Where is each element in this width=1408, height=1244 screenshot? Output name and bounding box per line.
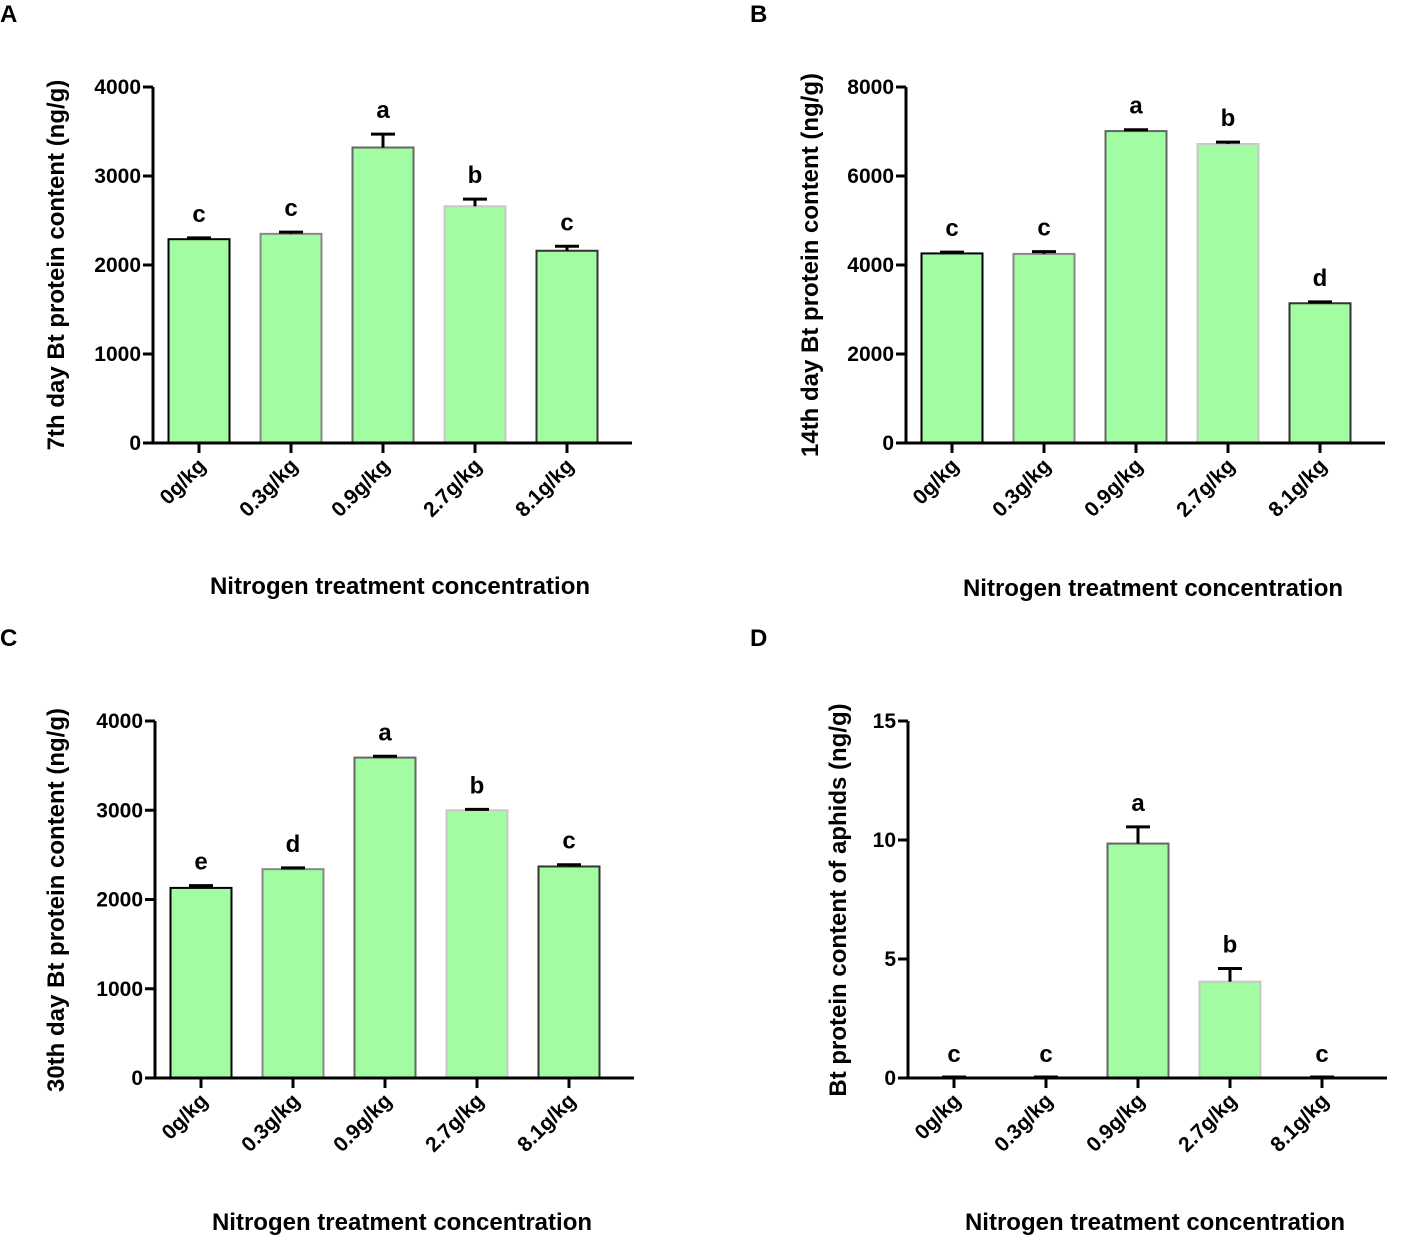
panel-letter: D — [750, 625, 767, 652]
panel-a: A 7th day Bt protein content (ng/g) Nitr… — [0, 1, 632, 600]
y-tick-label: 3000 — [94, 165, 141, 188]
x-tick-label: 0.9g/kg — [1082, 1089, 1149, 1156]
significance-label: d — [1313, 265, 1328, 292]
panel-letter: C — [0, 625, 17, 652]
x-tick-label: 8.1g/kg — [1266, 1089, 1333, 1156]
y-tick-label: 1000 — [94, 343, 141, 366]
x-tick-label: 0.3g/kg — [237, 1089, 304, 1156]
y-tick-label: 3000 — [96, 799, 143, 822]
x-tick-label: 2.7g/kg — [421, 1089, 488, 1156]
bar — [1198, 980, 1262, 1079]
bar — [1012, 252, 1076, 444]
bar — [351, 146, 415, 445]
y-axis-title: 30th day Bt protein content (ng/g) — [43, 708, 70, 1092]
significance-label: c — [192, 201, 205, 228]
y-tick-label: 10 — [873, 829, 896, 852]
x-tick-label: 0.9g/kg — [329, 1089, 396, 1156]
y-tick-label: 4000 — [96, 710, 143, 733]
y-axis-title: 14th day Bt protein content (ng/g) — [797, 73, 824, 457]
y-axis-title: Bt protein content of aphids (ng/g) — [825, 703, 852, 1096]
significance-label: e — [194, 849, 207, 876]
significance-label: c — [1037, 215, 1050, 242]
y-tick-label: 6000 — [847, 165, 894, 188]
bar — [169, 886, 233, 1080]
x-tick-label: 0.9g/kg — [1080, 454, 1147, 521]
y-tick-label: 1000 — [96, 978, 143, 1001]
significance-label: b — [1223, 932, 1238, 959]
y-tick-label: 4000 — [847, 254, 894, 277]
y-axis-title: 7th day Bt protein content (ng/g) — [43, 80, 70, 451]
significance-label: c — [947, 1041, 960, 1068]
significance-label: a — [1129, 93, 1143, 120]
significance-label: c — [560, 209, 573, 236]
significance-label: c — [562, 828, 575, 855]
y-tick-label: 4000 — [94, 76, 141, 99]
y-tick-label: 5 — [884, 948, 896, 971]
x-tick-label: 2.7g/kg — [1172, 454, 1239, 521]
y-tick-label: 2000 — [96, 889, 143, 912]
bar — [261, 868, 325, 1080]
x-axis-title: Nitrogen treatment concentration — [963, 575, 1343, 602]
y-tick-label: 0 — [882, 432, 894, 455]
bar — [535, 249, 599, 444]
x-tick-label: 8.1g/kg — [511, 454, 578, 521]
significance-label: c — [1315, 1041, 1328, 1068]
bar — [1106, 842, 1170, 1079]
x-tick-label: 0g/kg — [908, 454, 963, 509]
x-tick-label: 0.3g/kg — [988, 454, 1055, 521]
x-axis-title: Nitrogen treatment concentration — [210, 573, 590, 600]
x-axis-title: Nitrogen treatment concentration — [212, 1209, 592, 1236]
x-tick-label: 0g/kg — [157, 1089, 212, 1144]
significance-label: c — [284, 195, 297, 222]
x-tick-label: 0.3g/kg — [990, 1089, 1057, 1156]
significance-label: a — [378, 719, 392, 746]
significance-label: a — [1131, 790, 1145, 817]
x-tick-label: 0g/kg — [155, 454, 210, 509]
y-tick-label: 0 — [129, 432, 141, 455]
panel-d: D Bt protein content of aphids (ng/g) Ni… — [750, 625, 1387, 1236]
significance-label: a — [376, 97, 390, 124]
x-axis-title: Nitrogen treatment concentration — [965, 1209, 1345, 1236]
y-tick-label: 15 — [873, 710, 897, 733]
bar — [445, 809, 509, 1079]
x-tick-label: 8.1g/kg — [513, 1089, 580, 1156]
significance-label: b — [468, 162, 483, 189]
bar — [167, 238, 231, 444]
significance-label: b — [470, 772, 485, 799]
bar — [353, 756, 417, 1080]
significance-label: b — [1221, 105, 1236, 132]
panel-letter: B — [750, 1, 767, 28]
bar — [1288, 302, 1352, 444]
significance-label: c — [1039, 1041, 1052, 1068]
y-tick-label: 2000 — [847, 343, 894, 366]
x-tick-label: 0g/kg — [910, 1089, 965, 1144]
bar — [259, 232, 323, 444]
bar — [537, 865, 601, 1079]
panel-b: B 14th day Bt protein content (ng/g) Nit… — [750, 1, 1385, 602]
bar — [1104, 130, 1168, 444]
bar — [1196, 142, 1260, 445]
y-tick-label: 8000 — [847, 76, 894, 99]
y-tick-label: 2000 — [94, 254, 141, 277]
panel-letter: A — [0, 1, 17, 28]
significance-label: c — [945, 215, 958, 242]
y-tick-label: 0 — [131, 1067, 143, 1090]
bar — [443, 205, 507, 444]
x-tick-label: 8.1g/kg — [1264, 454, 1331, 521]
significance-label: d — [286, 831, 301, 858]
x-tick-label: 0.3g/kg — [235, 454, 302, 521]
bar — [920, 252, 984, 444]
y-tick-label: 0 — [884, 1067, 896, 1090]
x-tick-label: 2.7g/kg — [1174, 1089, 1241, 1156]
x-tick-label: 2.7g/kg — [419, 454, 486, 521]
x-tick-label: 0.9g/kg — [327, 454, 394, 521]
panel-c: C 30th day Bt protein content (ng/g) Nit… — [0, 625, 634, 1236]
